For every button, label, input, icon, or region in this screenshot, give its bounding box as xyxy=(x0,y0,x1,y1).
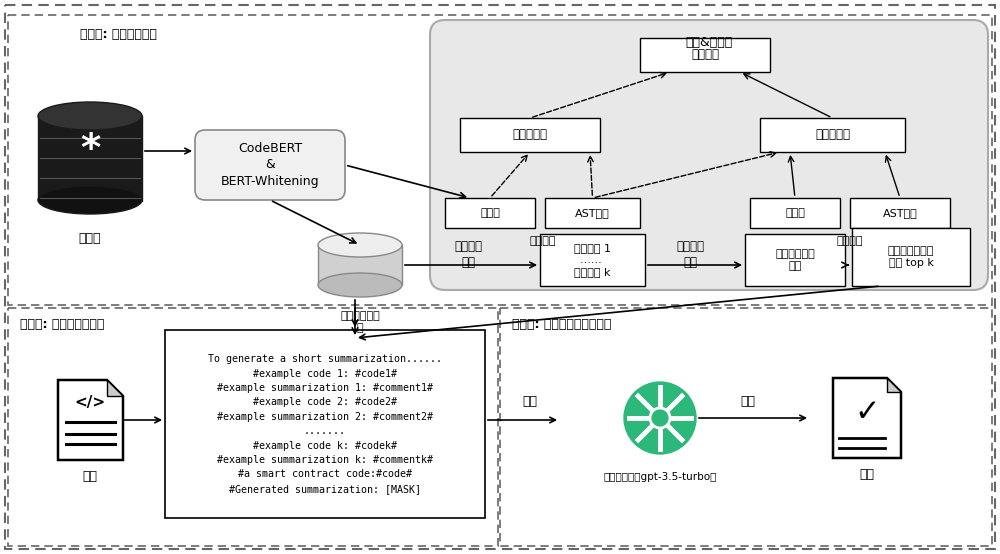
Bar xyxy=(760,118,905,152)
Text: AST序列: AST序列 xyxy=(575,208,610,218)
Text: 注释: 注释 xyxy=(860,468,874,481)
Text: 阶段二: 上下文学习阶段: 阶段二: 上下文学习阶段 xyxy=(20,318,104,331)
Text: ✓: ✓ xyxy=(854,398,880,428)
Text: 令牌集: 令牌集 xyxy=(785,208,805,218)
Polygon shape xyxy=(833,378,901,458)
FancyBboxPatch shape xyxy=(195,130,345,200)
FancyBboxPatch shape xyxy=(430,20,988,290)
Text: 阶段三: 大语言模型生成阶段: 阶段三: 大语言模型生成阶段 xyxy=(512,318,611,331)
Bar xyxy=(745,234,845,286)
Bar xyxy=(750,198,840,228)
Bar xyxy=(318,245,402,285)
Ellipse shape xyxy=(38,102,142,130)
Text: *: * xyxy=(80,131,100,169)
Text: 词汇相似度: 词汇相似度 xyxy=(512,129,548,141)
Text: CodeBERT
&
BERT-Whitening: CodeBERT & BERT-Whitening xyxy=(221,141,319,188)
Bar xyxy=(850,198,950,228)
Bar xyxy=(8,15,992,305)
Text: 请求: 请求 xyxy=(522,395,538,408)
Text: To generate a short summarization......
#example code 1: #code1#
#example summar: To generate a short summarization...... … xyxy=(208,354,442,494)
Text: 大语言模型（gpt-3.5-turbo）: 大语言模型（gpt-3.5-turbo） xyxy=(603,472,717,482)
Text: 代码片段 1
...... 
代码片段 k: 代码片段 1 ...... 代码片段 k xyxy=(574,243,611,278)
Ellipse shape xyxy=(38,186,142,214)
Text: 令牌集: 令牌集 xyxy=(480,208,500,218)
Text: 阶段一: 示范检索阶段: 阶段一: 示范检索阶段 xyxy=(80,28,157,41)
Bar xyxy=(445,198,535,228)
Text: AST序列: AST序列 xyxy=(883,208,917,218)
Ellipse shape xyxy=(318,273,402,297)
Text: 最相似的代码
片段: 最相似的代码 片段 xyxy=(775,249,815,271)
Bar xyxy=(8,308,498,546)
Circle shape xyxy=(650,408,670,428)
Circle shape xyxy=(624,382,696,454)
Text: 语义&融合层: 语义&融合层 xyxy=(685,36,733,49)
Text: 语料库: 语料库 xyxy=(79,232,101,245)
Bar xyxy=(540,234,645,286)
Bar xyxy=(460,118,600,152)
Text: 混合分数: 混合分数 xyxy=(691,49,719,61)
Text: 候选代码: 候选代码 xyxy=(837,236,863,246)
Bar xyxy=(640,38,770,72)
Bar xyxy=(852,228,970,286)
Text: 基于语义
检索: 基于语义 检索 xyxy=(454,240,482,269)
Text: 输入: 输入 xyxy=(82,470,98,483)
Text: 代码和对应注释
提取 top k: 代码和对应注释 提取 top k xyxy=(888,246,934,268)
Bar xyxy=(500,308,992,546)
Text: 响应: 响应 xyxy=(740,395,756,408)
Text: 基于融合
检索: 基于融合 检索 xyxy=(676,240,704,269)
Polygon shape xyxy=(887,378,901,392)
Bar xyxy=(545,198,640,228)
Text: 输入代码: 输入代码 xyxy=(530,236,556,246)
Ellipse shape xyxy=(318,233,402,257)
Text: 语义相似度: 语义相似度 xyxy=(815,129,850,141)
Text: </>: </> xyxy=(74,394,106,409)
Text: 代码语义存储
库: 代码语义存储 库 xyxy=(340,311,380,332)
Bar xyxy=(165,330,485,518)
Polygon shape xyxy=(58,380,123,460)
Polygon shape xyxy=(107,380,123,396)
Bar xyxy=(38,116,142,201)
